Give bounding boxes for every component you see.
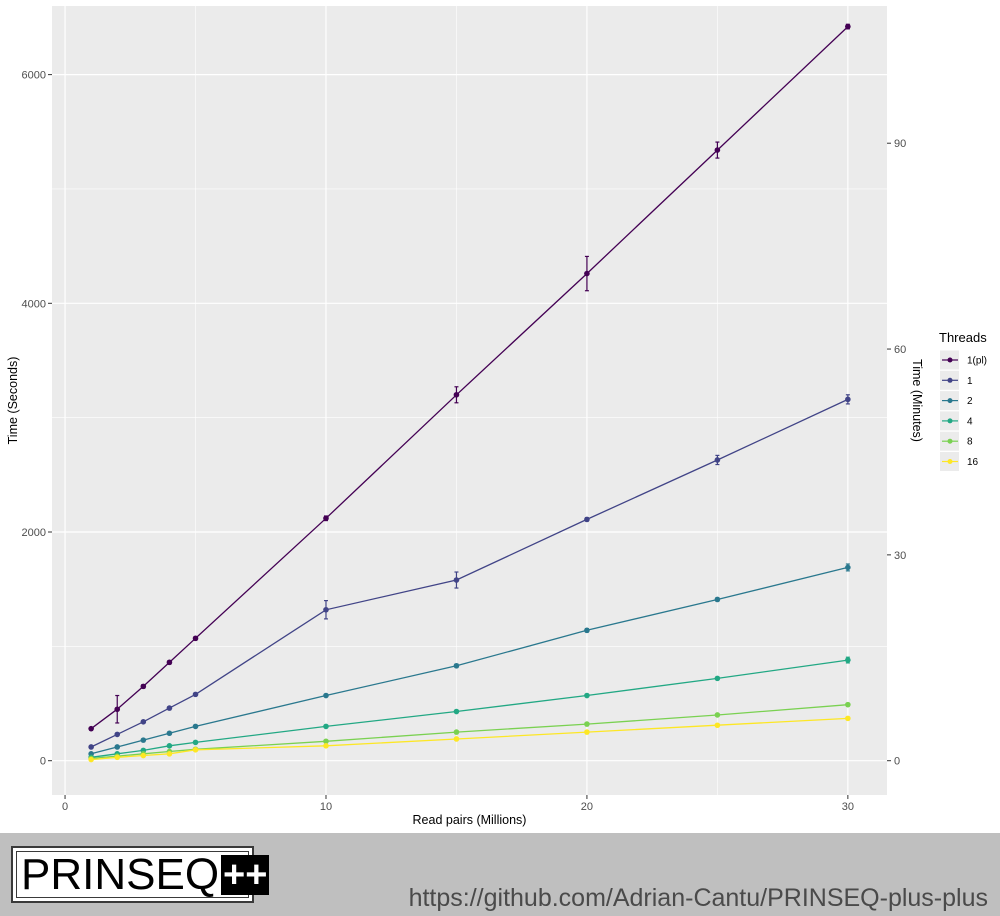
footer-banner: PRINSEQ ++ https://github.com/Adrian-Can… <box>0 833 1000 916</box>
data-point <box>714 722 721 729</box>
logo-plus-badge: ++ <box>221 853 270 896</box>
data-point <box>323 738 329 745</box>
data-point <box>584 270 590 277</box>
data-point <box>714 596 721 603</box>
series-line-16 <box>91 717 848 761</box>
data-point <box>114 754 121 761</box>
data-point <box>845 701 851 708</box>
legend-key-point <box>947 438 953 444</box>
y2-tick-label: 30 <box>894 550 906 562</box>
x-tick-label: 20 <box>581 801 593 813</box>
data-point <box>845 23 851 30</box>
data-point <box>140 737 147 743</box>
data-point <box>714 712 721 718</box>
data-point <box>714 147 721 153</box>
data-point <box>584 516 590 523</box>
data-point <box>166 751 173 757</box>
y2-tick-label: 0 <box>894 756 900 768</box>
x-axis-title: Read pairs (Millions) <box>413 813 527 827</box>
legend-key-point <box>947 377 953 383</box>
series-line-1(pl) <box>90 26 849 730</box>
y2-tick-label: 90 <box>894 138 906 150</box>
data-point <box>714 457 721 463</box>
logo-text: PRINSEQ <box>21 849 220 899</box>
data-point <box>192 739 199 746</box>
data-point <box>88 744 94 750</box>
legend-label: 1 <box>967 376 973 387</box>
repository-url: https://github.com/Adrian-Cantu/PRINSEQ-… <box>408 884 988 912</box>
y-tick-label: 2000 <box>22 527 46 539</box>
legend-key-point <box>947 398 953 404</box>
data-point <box>453 662 460 669</box>
data-point <box>114 731 121 738</box>
legend-label: 1(pl) <box>967 356 987 367</box>
data-point <box>453 391 460 398</box>
y-tick-label: 6000 <box>22 70 46 82</box>
data-point <box>845 715 851 722</box>
plot-panel <box>52 6 887 795</box>
data-point <box>192 747 199 753</box>
logo-frame: PRINSEQ ++ <box>16 849 270 899</box>
legend-key-point <box>947 418 953 424</box>
data-point <box>192 723 199 730</box>
series-line-4 <box>91 659 848 758</box>
data-point <box>166 705 173 711</box>
series-line-8 <box>91 704 848 760</box>
prinseq-logo: PRINSEQ ++ <box>11 846 270 903</box>
legend-key-point <box>947 357 953 363</box>
data-point <box>453 736 460 742</box>
data-point <box>140 719 147 725</box>
data-point <box>845 396 851 403</box>
y-tick-label: 0 <box>40 756 46 768</box>
data-point <box>140 752 147 759</box>
x-tick-label: 10 <box>320 801 332 813</box>
data-point <box>166 659 173 666</box>
data-point <box>584 721 590 727</box>
data-point <box>584 729 590 735</box>
data-point <box>88 756 94 763</box>
chart-area: 0 10 20 30 0 2000 4000 6000 0 30 60 90 Read pairs (M… <box>6 6 988 827</box>
y-axis-title: Time (Seconds) <box>6 357 20 445</box>
legend-label: 4 <box>967 416 973 427</box>
data-point <box>845 564 851 571</box>
y-tick-label: 4000 <box>22 298 46 310</box>
data-point <box>845 657 851 663</box>
data-point <box>323 515 329 522</box>
data-point <box>584 627 590 634</box>
y2-tick-label: 60 <box>894 344 906 356</box>
legend-label: 16 <box>967 457 979 468</box>
x-tick-label: 30 <box>842 801 854 813</box>
series-line-2 <box>90 566 849 755</box>
x-tick-label: 0 <box>62 801 68 813</box>
data-point <box>323 606 329 613</box>
data-point <box>140 683 147 690</box>
data-point <box>192 635 199 642</box>
data-point <box>88 725 94 732</box>
data-point <box>166 730 173 737</box>
data-point <box>323 723 329 730</box>
data-point <box>714 675 721 682</box>
data-point <box>323 692 329 699</box>
data-point <box>114 744 121 750</box>
data-point <box>323 743 329 749</box>
data-point <box>166 743 173 749</box>
data-point <box>453 577 460 583</box>
legend-key-point <box>947 459 953 464</box>
y2-axis-title: Time (Minutes) <box>910 359 924 442</box>
data-point <box>584 692 590 699</box>
legend-label: 8 <box>967 437 973 448</box>
series-line-1 <box>90 398 849 748</box>
line-chart: 0 10 20 30 0 2000 4000 6000 0 30 60 90 Read pairs (M… <box>6 6 987 827</box>
data-point <box>114 706 121 713</box>
data-point <box>192 691 199 698</box>
data-point <box>453 708 460 715</box>
legend-title: Threads <box>939 330 987 345</box>
data-point <box>453 729 460 735</box>
legend-label: 2 <box>967 396 973 407</box>
